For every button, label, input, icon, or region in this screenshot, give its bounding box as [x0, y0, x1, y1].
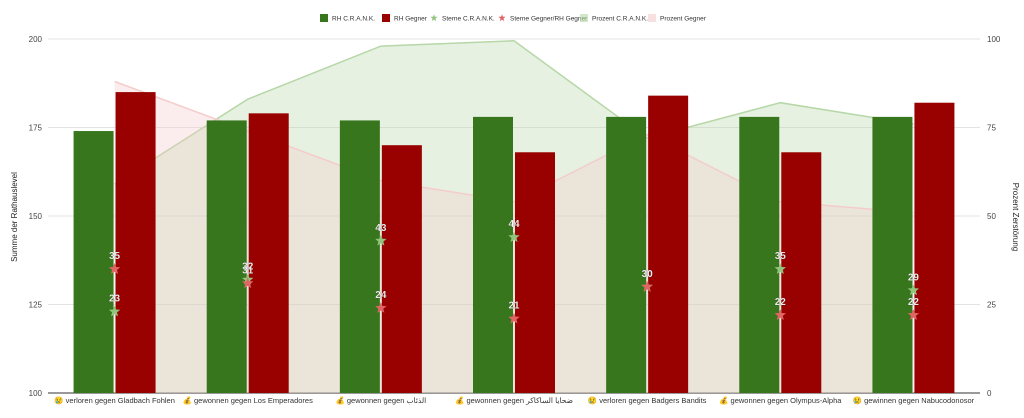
star-marker — [907, 309, 920, 320]
star-marker — [641, 280, 653, 292]
star-marker — [242, 277, 254, 289]
star-marker — [508, 312, 520, 324]
legend-label: RH Gegner — [394, 16, 428, 23]
y2-tick-label: 75 — [987, 124, 996, 133]
star-value-label: 43 — [375, 223, 387, 234]
bars — [73, 92, 955, 394]
bar — [515, 152, 555, 393]
legend-swatch — [382, 14, 390, 22]
legend-label: RH C.R.A.N.K. — [332, 16, 375, 23]
star-value-label: 35 — [109, 251, 121, 262]
star-marker — [508, 231, 520, 243]
area-line — [114, 80, 914, 214]
star-value-label: 21 — [508, 301, 520, 312]
legend-swatch — [320, 14, 328, 22]
star-marker — [375, 302, 387, 313]
x-tick-label: 😢 gewinnen gegen Nabucodonosor — [853, 396, 975, 405]
y2-tick-label: 100 — [987, 35, 1001, 44]
x-tick-label: 💰 gewonnen gegen Olympus-Alpha — [719, 396, 842, 405]
star-value-label: 31 — [242, 265, 254, 276]
bar — [206, 120, 247, 394]
bar — [473, 116, 513, 393]
x-tick-label: 😢 verloren gegen Badgers Bandits — [588, 396, 707, 405]
y2-axis-title: Prozent Zerstörung — [1011, 183, 1020, 251]
legend-label: Sterne C.R.A.N.K. — [442, 16, 495, 23]
y2-tick-label: 50 — [987, 212, 996, 221]
star-marker — [375, 234, 387, 246]
y-tick-label: 100 — [29, 389, 43, 398]
star-marker — [108, 305, 121, 317]
bar — [781, 152, 822, 393]
bar — [739, 116, 780, 393]
y-axis-title: Summe der Rathauslevel — [10, 172, 19, 262]
y-tick-label: 125 — [29, 301, 43, 310]
star-value-label: 29 — [908, 272, 920, 283]
y-tick-label: 200 — [29, 35, 43, 44]
star-marker — [108, 263, 121, 274]
star-value-label: 24 — [375, 290, 387, 301]
y2-tick-label: 0 — [987, 389, 992, 398]
star-value-label: 23 — [109, 294, 121, 305]
x-tick-label: 💰 gewonnen gegen Los Emperadores — [183, 396, 314, 405]
star-value-label: 22 — [908, 297, 920, 308]
axes: 100 125 150 175 200 0 25 50 75 100 😢 verloren gege… — [29, 35, 1001, 405]
x-tick-label: 😢 verloren gegen Gladbach Fohlen — [54, 396, 175, 405]
legend-label: Prozent Gegner — [660, 16, 707, 23]
star-value-label: 32 — [242, 262, 254, 273]
star-marker — [774, 309, 786, 320]
legend-swatch — [648, 14, 656, 22]
x-tick-label: 💰 gewonnen gegen الذئاب — [335, 396, 426, 405]
y2-tick-label: 25 — [987, 301, 996, 310]
bar — [73, 131, 114, 394]
star-value-label: 35 — [775, 251, 787, 262]
star-value-label: 22 — [775, 297, 787, 308]
legend-swatch — [430, 14, 438, 22]
area-line — [114, 40, 914, 185]
legend-swatch — [580, 14, 588, 22]
x-tick-label: 💰 gewonnen gegen ضحايا الساكاكر — [455, 396, 574, 405]
star-marker — [774, 263, 786, 274]
legend-swatch — [498, 14, 506, 22]
bar — [248, 113, 289, 393]
area-fill — [114, 40, 914, 394]
bar — [648, 95, 689, 393]
y-tick-label: 150 — [29, 212, 43, 221]
bar — [606, 116, 647, 393]
star-value-label: 30 — [642, 269, 654, 280]
legend[interactable]: RH C.R.A.N.K. RH Gegner Sterne C.R.A.N.K. S… — [320, 14, 707, 23]
bar — [872, 116, 913, 393]
legend-label: Prozent C.R.A.N.K. — [592, 16, 648, 23]
star-marker — [907, 284, 920, 296]
bar — [339, 120, 380, 394]
bar — [914, 102, 955, 393]
bar — [381, 145, 422, 393]
star-value-label: 44 — [508, 219, 520, 230]
legend-label: Sterne Gegner/RH Gegner — [510, 16, 588, 23]
star-value-label: 30 — [642, 269, 654, 280]
y-tick-label: 175 — [29, 124, 43, 133]
bar — [115, 92, 156, 393]
